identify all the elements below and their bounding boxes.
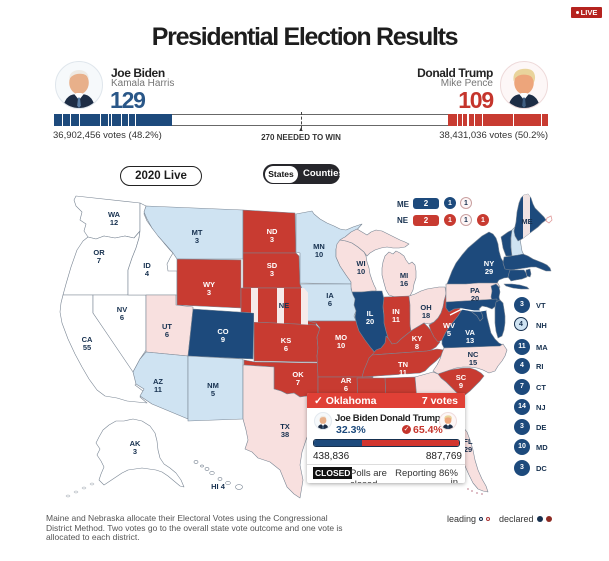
svg-text:10: 10 (337, 341, 345, 350)
svg-text:3: 3 (270, 269, 274, 278)
svg-text:29: 29 (464, 445, 472, 454)
svg-text:WI: WI (356, 259, 365, 268)
svg-text:AZ: AZ (153, 377, 163, 386)
svg-text:KS: KS (281, 336, 291, 345)
svg-text:11: 11 (154, 385, 162, 394)
svg-text:NV: NV (117, 305, 127, 314)
svg-text:CO: CO (217, 327, 228, 336)
svg-text:9: 9 (459, 381, 463, 390)
svg-text:ID: ID (143, 261, 151, 270)
svg-text:WY: WY (203, 280, 215, 289)
svg-text:20: 20 (366, 317, 374, 326)
svg-text:3: 3 (195, 236, 199, 245)
svg-text:IA: IA (326, 291, 334, 300)
svg-text:3: 3 (207, 288, 211, 297)
svg-text:PA: PA (470, 286, 480, 295)
svg-text:SC: SC (456, 373, 467, 382)
svg-text:NY: NY (484, 259, 494, 268)
svg-text:MT: MT (192, 228, 203, 237)
svg-text:SD: SD (267, 261, 278, 270)
svg-text:11: 11 (399, 368, 407, 377)
svg-text:9: 9 (221, 335, 225, 344)
svg-text:TN: TN (398, 360, 408, 369)
svg-text:FL: FL (463, 437, 473, 446)
svg-text:HI 4: HI 4 (211, 482, 226, 491)
svg-text:AR: AR (341, 376, 352, 385)
svg-text:KY: KY (412, 334, 422, 343)
svg-text:3: 3 (270, 235, 274, 244)
svg-text:38: 38 (281, 430, 289, 439)
svg-text:10: 10 (357, 267, 365, 276)
svg-text:ME: ME (521, 217, 532, 226)
svg-text:29: 29 (485, 267, 493, 276)
svg-text:MN: MN (313, 242, 325, 251)
svg-text:TX: TX (280, 422, 290, 431)
svg-text:VA: VA (465, 328, 475, 337)
svg-text:5: 5 (211, 389, 215, 398)
svg-text:10: 10 (315, 250, 323, 259)
svg-text:6: 6 (165, 330, 169, 339)
svg-text:AK: AK (130, 439, 141, 448)
svg-text:OR: OR (93, 248, 105, 257)
svg-text:OK: OK (292, 370, 304, 379)
svg-text:WA: WA (108, 210, 121, 219)
svg-text:12: 12 (110, 218, 118, 227)
svg-text:13: 13 (466, 336, 474, 345)
svg-text:OH: OH (420, 303, 431, 312)
svg-text:5: 5 (447, 329, 451, 338)
svg-text:NE: NE (279, 301, 289, 310)
svg-text:7: 7 (296, 378, 300, 387)
svg-text:6: 6 (120, 313, 124, 322)
svg-text:3: 3 (133, 447, 137, 456)
svg-text:IN: IN (392, 307, 400, 316)
svg-text:6: 6 (284, 344, 288, 353)
svg-text:15: 15 (469, 358, 477, 367)
svg-text:NM: NM (207, 381, 219, 390)
svg-text:11: 11 (392, 315, 400, 324)
svg-text:8: 8 (415, 342, 419, 351)
svg-text:6: 6 (328, 299, 332, 308)
svg-text:MO: MO (335, 333, 347, 342)
svg-text:6: 6 (344, 384, 348, 393)
svg-text:55: 55 (83, 343, 91, 352)
svg-text:IL: IL (367, 309, 374, 318)
svg-text:ND: ND (267, 227, 278, 236)
svg-text:WV: WV (443, 321, 455, 330)
svg-text:CA: CA (82, 335, 93, 344)
svg-text:NC: NC (468, 350, 479, 359)
svg-text:18: 18 (422, 311, 430, 320)
svg-text:UT: UT (162, 322, 172, 331)
svg-text:MI: MI (400, 271, 408, 280)
svg-text:4: 4 (145, 269, 150, 278)
svg-text:20: 20 (471, 294, 479, 303)
svg-text:7: 7 (97, 256, 101, 265)
svg-text:16: 16 (400, 279, 408, 288)
